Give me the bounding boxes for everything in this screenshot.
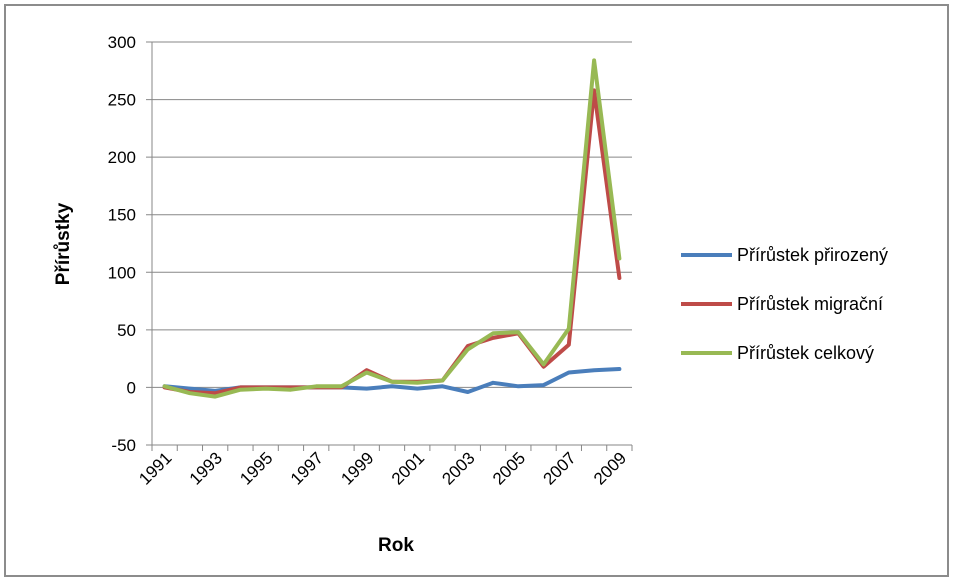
series-line-3: [162, 58, 622, 399]
legend-label: Přírůstek celkový: [737, 343, 874, 363]
x-tick-label: 2003: [438, 448, 478, 488]
x-axis-title: Rok: [378, 535, 414, 556]
y-tick-labels: -50 0 50 100 150 200 250 300: [108, 33, 136, 455]
x-tick-label: 2007: [539, 448, 579, 488]
y-tick-label: -50: [111, 436, 136, 455]
y-tick-label: 200: [108, 148, 136, 167]
y-tick-label: 100: [108, 263, 136, 282]
x-tick-label: 1999: [337, 448, 377, 488]
series-lines: [162, 58, 622, 399]
x-tick-label: 2001: [388, 448, 428, 488]
legend-label: Přírůstek přirozený: [737, 245, 888, 265]
y-axis-title: Přírůstky: [53, 202, 74, 285]
x-tick-label: 1995: [236, 448, 276, 488]
y-tick-label: 250: [108, 91, 136, 110]
y-tick-label: 50: [117, 321, 136, 340]
x-tick-label: 2009: [590, 448, 630, 488]
x-tick-label: 2005: [489, 448, 529, 488]
y-tick-label: 300: [108, 33, 136, 52]
y-tick-label: 150: [108, 206, 136, 225]
x-tick-label: 1991: [135, 448, 175, 488]
series-line-2: [162, 88, 622, 396]
x-tick-label: 1997: [287, 448, 327, 488]
y-tick-label: 0: [127, 378, 136, 397]
legend-label: Přírůstek migrační: [737, 294, 883, 314]
legend: Přírůstek přirozený Přírůstek migrační Pří…: [681, 245, 888, 363]
x-tick-label: 1993: [186, 448, 226, 488]
x-tick-labels: 1991 1993 1995 1997 1999 2001 2003 2005 2007 2009: [135, 448, 630, 488]
